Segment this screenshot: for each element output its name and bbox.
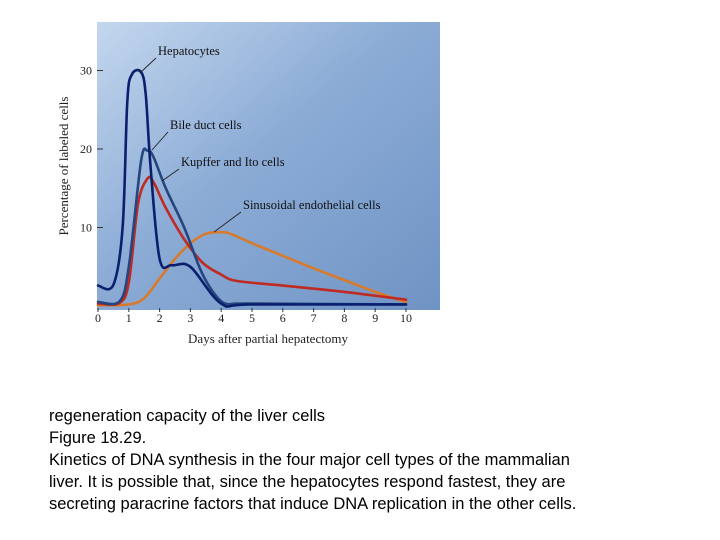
x-tick-label: 6: [280, 311, 286, 325]
x-tick-label: 4: [218, 311, 224, 325]
y-tick-label: 30: [80, 64, 92, 78]
caption-text-line: Kinetics of DNA synthesis in the four ma…: [49, 451, 570, 469]
caption-title: regeneration capacity of the liver cells: [49, 407, 326, 425]
caption-text-line: liver. It is possible that, since the he…: [49, 473, 566, 491]
x-tick-label: 2: [157, 311, 163, 325]
caption-figure-number: Figure 18.29.: [49, 429, 147, 447]
annotation-leader-line: [151, 131, 169, 151]
x-tick-label: 3: [187, 311, 193, 325]
hepatocytes-line: [96, 68, 408, 308]
annotation-layer: Hepatocytes Bile duct cells Kupffer and It…: [139, 44, 381, 233]
series-annotation-label: Sinusoidal endothelial cells: [243, 198, 381, 212]
x-axis-title: Days after partial hepatectomy: [188, 331, 348, 346]
x-tick-label: 10: [400, 311, 412, 325]
annotation-leader-line: [161, 168, 180, 182]
y-tick-label: 10: [80, 221, 92, 235]
annotation-leader-line: [213, 211, 242, 233]
series-annotation-label: Bile duct cells: [170, 118, 242, 132]
chart: 0 1 2 3 4 5 6 7 8 9 10 10 20 30 Hepatocytes Bile duct …: [56, 22, 440, 346]
x-tick-label: 5: [249, 311, 255, 325]
series-annotation-label: Kupffer and Ito cells: [181, 155, 285, 169]
series-layer: [96, 68, 408, 308]
annotation-leader-line: [139, 57, 157, 74]
plot-background: [97, 22, 440, 310]
y-axis-title: Percentage of labeled cells: [56, 97, 71, 236]
kupffer-and-ito-cells-line: [96, 175, 408, 306]
caption-text-line: secreting paracrine factors that induce …: [49, 495, 577, 513]
sinusoidal-endothelial-cells-line: [96, 230, 408, 307]
caption: regeneration capacity of the liver cells…: [49, 405, 669, 515]
y-tick-label: 20: [80, 142, 92, 156]
x-tick-label: 8: [341, 311, 347, 325]
x-tick-label: 1: [126, 311, 132, 325]
x-tick-label: 9: [372, 311, 378, 325]
axes: 0 1 2 3 4 5 6 7 8 9 10 10 20 30: [80, 64, 412, 326]
x-tick-label: 7: [311, 311, 317, 325]
series-annotation-label: Hepatocytes: [158, 44, 220, 58]
x-tick-label: 0: [95, 311, 101, 325]
